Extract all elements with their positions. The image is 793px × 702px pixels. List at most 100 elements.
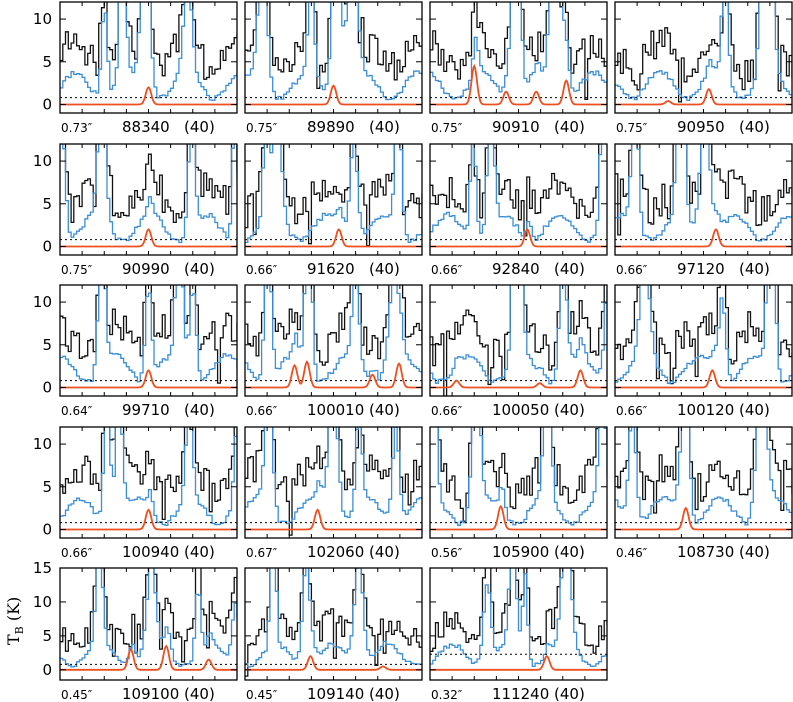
panel-plot-area <box>60 285 237 389</box>
beam-size-label: 0.46″ <box>616 546 648 560</box>
frequency-label: 88340 <box>122 118 170 136</box>
species-model-line <box>430 228 607 248</box>
frequency-label: 91620 <box>307 260 355 278</box>
total-model-line <box>615 427 792 526</box>
frequency-label: 100120 <box>677 401 734 419</box>
spectrum-panel: 0 5 10 0.66″ 100940 (40) <box>33 426 238 561</box>
panel-frame <box>614 284 793 397</box>
y-tick-label: 10 <box>33 10 52 28</box>
panel-frame <box>59 1 238 114</box>
velocity-width-label: (40) <box>554 260 585 278</box>
total-model-line <box>430 285 607 385</box>
total-model-line <box>437 427 607 526</box>
spectrum-panel: 0.46″ 108730 (40) <box>614 426 793 561</box>
frequency-label: 100010 <box>307 401 364 419</box>
panel-plot-area <box>60 427 237 531</box>
y-axis-title-main: T <box>4 634 23 645</box>
spectrum-panel: 0.66″ 100050 (40) <box>429 284 608 419</box>
frequency-label: 90950 <box>677 118 725 136</box>
total-model-line <box>245 568 422 668</box>
beam-size-label: 0.32″ <box>431 688 463 702</box>
total-model-line <box>615 144 792 242</box>
velocity-width-label: (40) <box>184 543 215 561</box>
observed-spectrum-line <box>60 568 237 663</box>
panel-plot-area <box>245 568 422 677</box>
species-model-line <box>245 84 422 106</box>
y-tick-label: 5 <box>42 627 52 645</box>
beam-size-label: 0.66″ <box>431 263 463 277</box>
velocity-width-label: (40) <box>184 685 215 702</box>
observed-spectrum-line <box>430 2 607 100</box>
panel-plot-area <box>245 144 422 248</box>
species-model-line <box>60 228 237 248</box>
beam-size-label: 0.73″ <box>61 121 93 135</box>
panel-grid: 0 5 10 0.73″ 88340 (40) 0.75″ 89890 (40) 0.75″ 909… <box>33 1 793 702</box>
species-model-line <box>60 369 237 389</box>
observed-spectrum-line <box>245 427 422 536</box>
total-model-line <box>62 144 237 244</box>
beam-size-label: 0.75″ <box>61 263 93 277</box>
y-tick-label: 5 <box>42 53 52 71</box>
spectrum-panel: 0.32″ 111240 (40) <box>429 567 608 702</box>
velocity-width-label: (40) <box>554 118 585 136</box>
spectrum-panel: 0.66″ 91620 (40) <box>244 143 423 278</box>
panel-plot-area <box>60 144 237 248</box>
panel-frame <box>59 284 238 397</box>
total-model-line <box>245 2 422 101</box>
frequency-label: 90990 <box>122 260 170 278</box>
beam-size-label: 0.66″ <box>431 404 463 418</box>
species-model-line <box>615 506 792 531</box>
panel-plot-area <box>615 2 792 106</box>
panel-frame <box>429 426 608 539</box>
panel-plot-area <box>245 2 422 106</box>
observed-spectrum-line <box>245 2 422 90</box>
panel-plot-area <box>430 427 607 531</box>
beam-size-label: 0.66″ <box>246 404 278 418</box>
y-axis-title-unit: (K) <box>4 597 23 627</box>
panel-plot-area <box>245 427 422 536</box>
observed-spectrum-line <box>60 427 235 521</box>
beam-size-label: 0.56″ <box>431 546 463 560</box>
frequency-label: 109100 <box>122 685 179 702</box>
panel-plot-area <box>430 144 607 248</box>
y-axis-title-sub: B <box>13 626 26 634</box>
panel-frame <box>244 426 423 539</box>
beam-size-label: 0.66″ <box>246 263 278 277</box>
panel-plot-area <box>615 144 792 248</box>
beam-size-label: 0.67″ <box>246 546 278 560</box>
panel-frame <box>614 143 793 256</box>
velocity-width-label: (40) <box>184 118 215 136</box>
panel-frame <box>614 1 793 114</box>
spectrum-panel: 0 5 10 0.64″ 99710 (40) <box>33 284 238 419</box>
total-model-line <box>60 568 237 668</box>
frequency-label: 89890 <box>307 118 355 136</box>
observed-spectrum-line <box>60 2 237 80</box>
y-tick-label: 0 <box>42 378 52 396</box>
y-tick-label: 0 <box>42 237 52 255</box>
spectrum-panel: 0 5 10 0.75″ 90990 (40) <box>33 143 238 278</box>
spectrum-panel: 0.66″ 100010 (40) <box>244 284 423 419</box>
spectrum-panel: 0.75″ 89890 (40) <box>244 1 423 136</box>
y-tick-label: 10 <box>33 435 52 453</box>
panel-plot-area <box>60 568 237 671</box>
y-tick-label: 10 <box>33 152 52 170</box>
frequency-label: 99710 <box>122 401 170 419</box>
species-model-line <box>245 508 422 531</box>
species-model-line <box>245 360 422 389</box>
spectrum-panel: 0.75″ 90910 (40) <box>429 1 608 136</box>
velocity-width-label: (40) <box>369 685 400 702</box>
observed-spectrum-line <box>430 285 605 396</box>
velocity-width-label: (40) <box>554 401 585 419</box>
panel-plot-area <box>615 427 792 531</box>
panel-plot-area <box>615 285 792 389</box>
panel-frame <box>244 143 423 256</box>
velocity-width-label: (40) <box>369 543 400 561</box>
velocity-width-label: (40) <box>184 260 215 278</box>
observed-spectrum-line <box>60 285 237 384</box>
spectrum-panel: 0.66″ 97120 (40) <box>614 143 793 278</box>
frequency-label: 97120 <box>677 260 725 278</box>
spectrum-panel: 0.67″ 102060 (40) <box>244 426 423 561</box>
panel-frame <box>59 426 238 539</box>
frequency-label: 92840 <box>492 260 540 278</box>
